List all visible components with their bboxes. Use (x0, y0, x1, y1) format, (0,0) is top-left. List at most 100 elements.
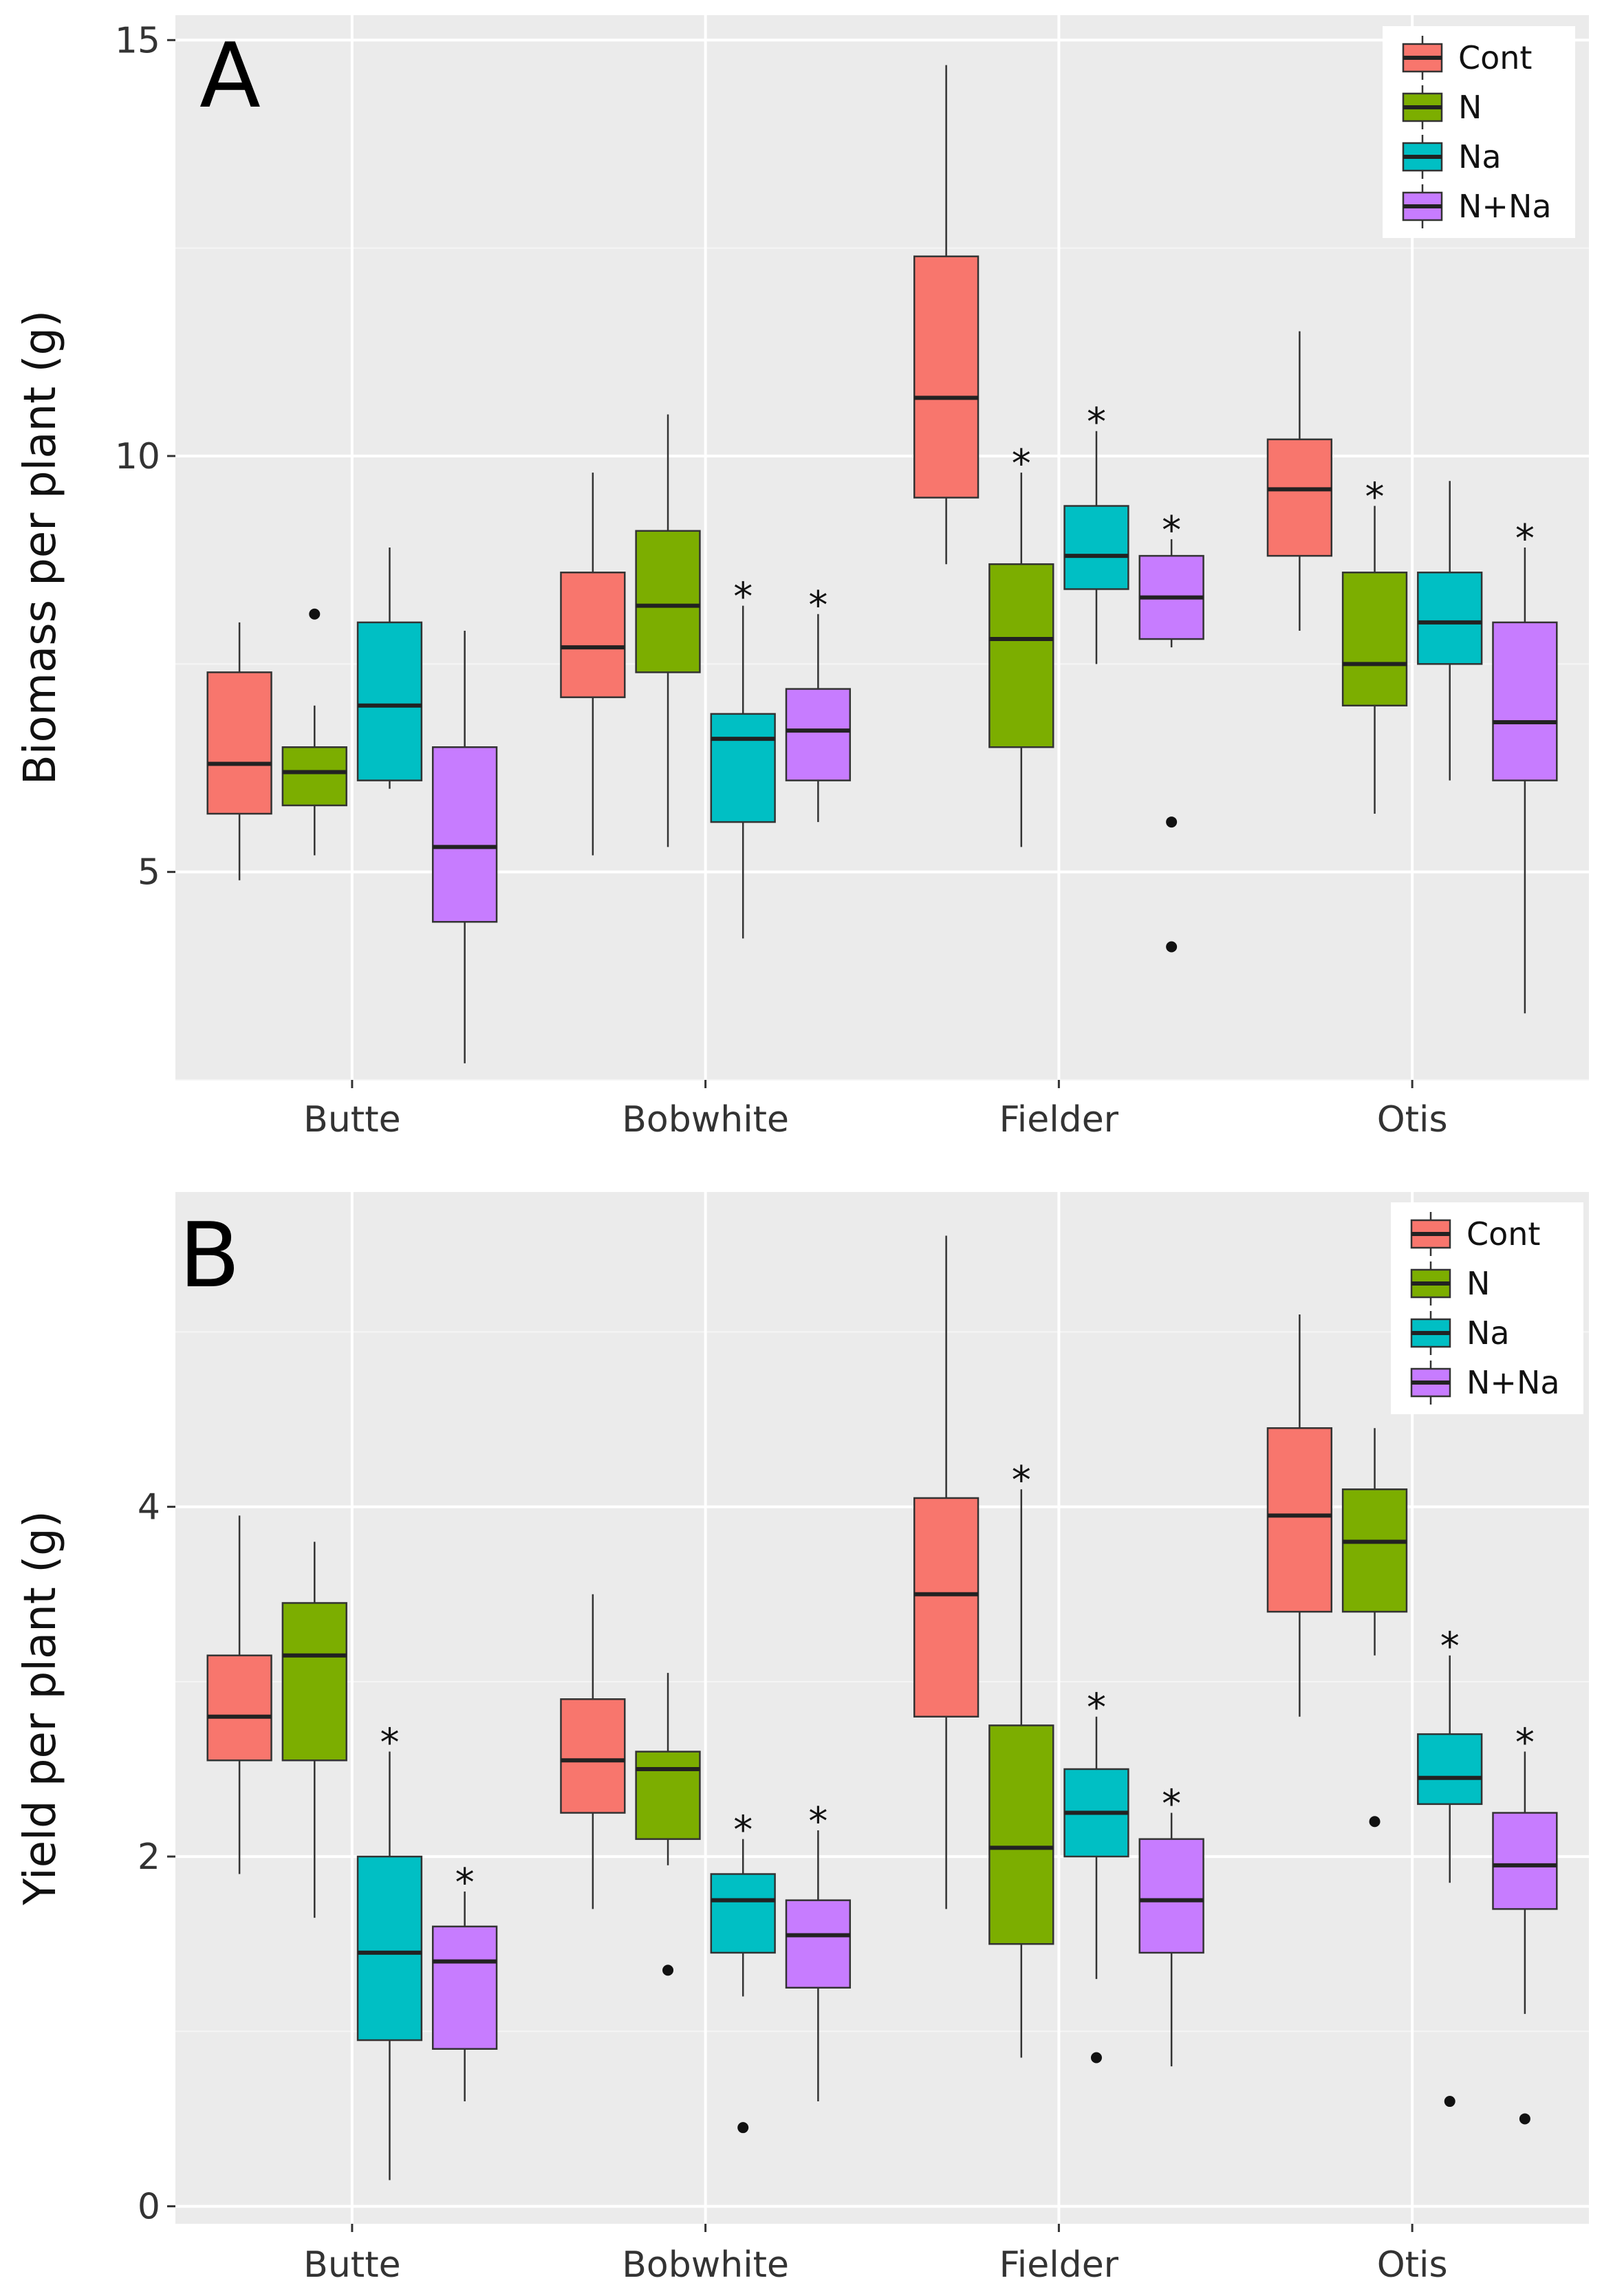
significance-star: * (1087, 400, 1106, 445)
box-body (1492, 621, 1558, 781)
x-tick-label-fielder: Fielder (999, 2244, 1119, 2286)
box-n-butte (281, 608, 347, 856)
x-tick-label-otis: Otis (1377, 1099, 1448, 1140)
significance-star: * (733, 575, 753, 620)
x-tick-label-bobwhite: Bobwhite (622, 2244, 789, 2286)
box-na-otis: * (1417, 1625, 1483, 2108)
box-na-fielder: * (1063, 400, 1129, 664)
legend-label: Na (1466, 1314, 1510, 1352)
box-body (635, 1751, 701, 1840)
legend-label: N (1466, 1265, 1490, 1302)
box-nplusna-butte: * (431, 1861, 498, 2102)
box-body (710, 713, 776, 823)
box-nplusna-otis: * (1492, 1721, 1558, 2125)
box-n-otis (1341, 1428, 1408, 1828)
significance-star: * (1012, 1458, 1031, 1503)
box-n-otis: * (1341, 475, 1408, 814)
box-body (785, 1899, 852, 1989)
box-body (1266, 1427, 1333, 1613)
box-cont-bobwhite (560, 1594, 626, 1909)
box-body (988, 563, 1054, 748)
y-tick-label: 4 (138, 1487, 160, 1528)
box-body (1063, 505, 1129, 590)
panel-A: 5 10 15 Butte Bobwhite Fielder Otis Biomass per… (15, 15, 1589, 1140)
significance-star: * (1012, 442, 1031, 486)
box-body (1417, 1733, 1483, 1806)
x-tick-label-fielder: Fielder (999, 1099, 1119, 1140)
box-body (635, 530, 701, 673)
box-nplusna-bobwhite: * (785, 1799, 852, 2102)
panel-label: A (199, 23, 261, 128)
box-body (560, 1698, 626, 1814)
box-body (431, 1925, 498, 2050)
significance-star: * (1087, 1686, 1106, 1731)
x-tick-label-bobwhite: Bobwhite (622, 1099, 789, 1140)
box-body (785, 688, 852, 781)
legend-label: N (1458, 89, 1482, 126)
outlier-point (1166, 816, 1178, 828)
box-body (560, 572, 626, 698)
outlier-point (1166, 941, 1178, 953)
box-body (710, 1873, 776, 1954)
significance-star: * (1515, 1721, 1535, 1766)
box-na-butte (356, 548, 423, 789)
y-tick-label: 10 (115, 436, 160, 477)
box-body (1266, 438, 1333, 557)
panel-label: B (179, 1203, 240, 1308)
box-body (1492, 1812, 1558, 1910)
box-cont-butte (206, 622, 272, 880)
legend: Cont N Na N+Na (1391, 1202, 1583, 1414)
box-nplusna-butte (431, 630, 498, 1063)
box-body (1341, 1488, 1408, 1613)
box-na-butte: * (356, 1721, 423, 2180)
outlier-point (1090, 2052, 1102, 2064)
box-nplusna-bobwhite: * (785, 583, 852, 823)
outlier-point (309, 608, 321, 620)
x-tick-label-butte: Butte (303, 1099, 400, 1140)
significance-star: * (1365, 475, 1385, 520)
box-body (1417, 572, 1483, 665)
box-body (356, 621, 423, 781)
box-n-bobwhite (635, 414, 701, 847)
box-nplusna-fielder: * (1138, 508, 1204, 953)
significance-star: * (1440, 1625, 1460, 1669)
significance-star: * (380, 1721, 399, 1766)
box-cont-bobwhite (560, 473, 626, 856)
box-body (1341, 572, 1408, 707)
plot-background (175, 1192, 1589, 2224)
box-cont-otis (1266, 1314, 1333, 1717)
x-tick-label-otis: Otis (1377, 2244, 1448, 2286)
legend-label: N+Na (1466, 1364, 1560, 1401)
box-n-bobwhite (635, 1673, 701, 1976)
box-body (206, 1654, 272, 1762)
significance-star: * (808, 1799, 827, 1844)
outlier-point (1444, 2096, 1455, 2108)
significance-star: * (1162, 508, 1181, 553)
significance-star: * (733, 1808, 753, 1853)
box-na-bobwhite: * (710, 1808, 776, 2134)
box-na-fielder: * (1063, 1686, 1129, 2064)
plot-background (175, 15, 1589, 1080)
legend-label: Cont (1466, 1215, 1540, 1253)
box-n-butte (281, 1541, 347, 1918)
legend-label: Na (1458, 138, 1502, 175)
outlier-point (1519, 2113, 1530, 2125)
box-body (988, 1724, 1054, 1945)
significance-star: * (808, 583, 827, 628)
y-tick-label: 5 (138, 852, 160, 894)
x-tick-label-butte: Butte (303, 2244, 400, 2286)
box-body (913, 1497, 979, 1718)
outlier-point (1369, 1816, 1381, 1828)
y-axis-title: Biomass per plant (g) (15, 310, 66, 785)
box-body (206, 671, 272, 815)
box-body (281, 1602, 347, 1762)
box-cont-fielder (913, 1235, 979, 1909)
box-na-otis (1417, 481, 1483, 781)
y-axis-title: Yield per plant (g) (15, 1510, 66, 1906)
box-n-fielder: * (988, 1458, 1054, 2058)
box-cont-butte (206, 1515, 272, 1874)
outlier-point (662, 1964, 674, 1976)
box-na-bobwhite: * (710, 575, 776, 939)
outlier-point (737, 2122, 749, 2134)
